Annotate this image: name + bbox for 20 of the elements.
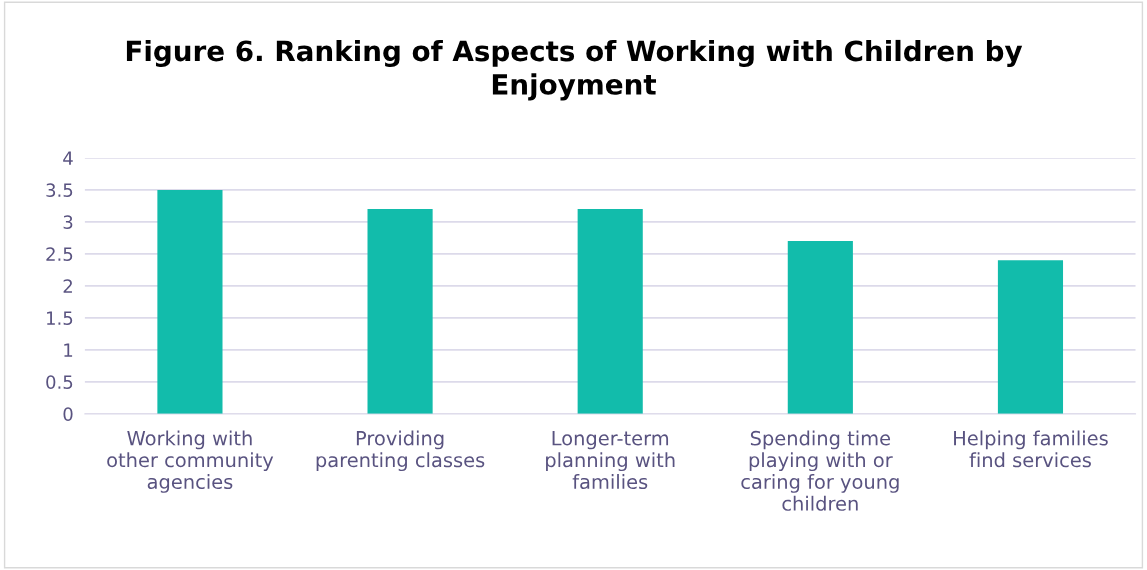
y-tick-label: 3 [63,215,73,229]
bar [577,209,643,414]
y-tick-label: 0 [63,407,73,421]
x-tick-label: Longer-term planning with families [546,431,675,490]
y-tick-label: 0.5 [46,375,73,389]
x-tick-label: Providing parenting classes [316,430,485,472]
y-tick-label: 2.5 [46,247,73,261]
bar [367,209,433,414]
y-tick-label: 3.5 [46,183,73,197]
bar [787,241,853,414]
x-tick-label: Spending time playing with or caring for young children [741,430,899,511]
bar [997,260,1064,414]
chart-title: Figure 6. Ranking of Aspects of Working with Children by Enjoyment [126,39,1023,101]
x-tick-label: Helping families find services [954,430,1108,468]
x-tick-label: Working with other community agencies [107,430,274,493]
bar [157,189,223,414]
y-tick-label: 2 [63,279,72,293]
y-tick-label: 1 [64,343,73,357]
y-tick-label: 4 [63,151,73,165]
y-tick-label: 1.5 [47,311,73,325]
